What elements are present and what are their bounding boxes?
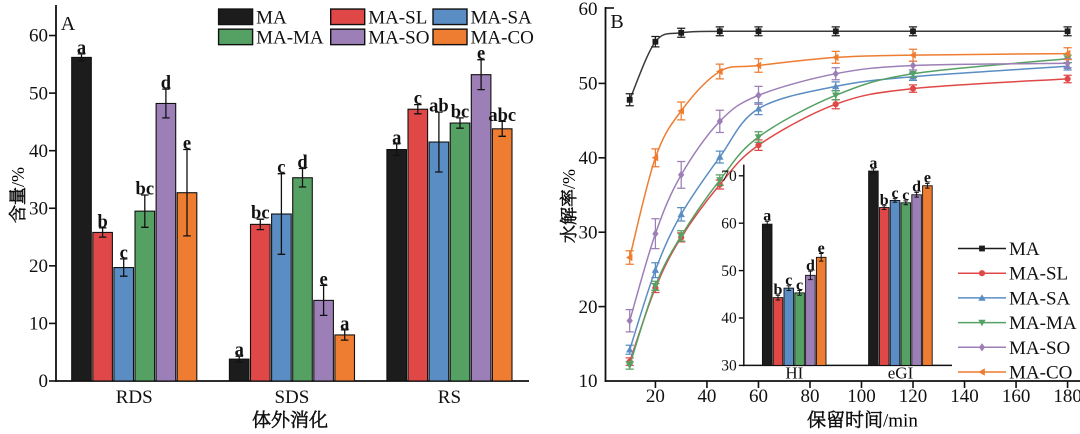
svg-text:RDS: RDS [116,387,153,408]
svg-text:40: 40 [579,148,598,169]
svg-text:/%: /% [8,167,28,187]
svg-text:70: 70 [721,168,737,185]
svg-text:c: c [785,272,792,289]
svg-text:MA-SL: MA-SL [1009,264,1068,285]
svg-text:bc: bc [251,204,270,224]
svg-text:d: d [161,74,172,94]
svg-text:MA: MA [256,7,287,28]
svg-text:RS: RS [438,387,461,408]
svg-text:d: d [297,153,308,173]
svg-text:a: a [235,341,244,361]
svg-text:MA-CO: MA-CO [1009,363,1072,384]
svg-text:e: e [183,134,191,154]
svg-text:60: 60 [721,215,737,232]
svg-text:c: c [902,187,909,204]
svg-text:c: c [796,277,803,294]
svg-text:MA-SO: MA-SO [1009,338,1070,359]
svg-text:10: 10 [579,371,598,392]
svg-text:c: c [277,158,285,178]
svg-text:50: 50 [579,74,598,95]
svg-text:e: e [924,170,931,187]
svg-text:20: 20 [646,386,665,407]
svg-text:a: a [77,38,86,58]
svg-text:d: d [806,257,815,274]
svg-text:abc: abc [488,106,516,126]
svg-text:B: B [610,11,623,33]
svg-text:a: a [763,208,771,225]
svg-text:d: d [912,179,921,196]
svg-text:MA-CO: MA-CO [471,27,534,48]
svg-text:MA-SO: MA-SO [368,27,429,48]
svg-text:b: b [880,192,889,209]
svg-text:30: 30 [29,199,48,220]
svg-text:40: 40 [29,141,48,162]
svg-text:a: a [392,128,401,148]
svg-text:MA-SL: MA-SL [368,7,427,28]
svg-text:120: 120 [899,386,928,407]
svg-text:80: 80 [801,386,820,407]
svg-text:20: 20 [29,256,48,277]
svg-text:a: a [340,314,349,334]
svg-text:b: b [774,282,783,299]
svg-text:bc: bc [136,180,155,200]
svg-text:100: 100 [847,386,876,407]
svg-text:MA: MA [1009,239,1040,260]
svg-text:e: e [477,44,485,64]
svg-text:a: a [869,155,877,172]
svg-text:20: 20 [579,297,598,318]
svg-text:30: 30 [579,222,598,243]
svg-text:b: b [97,212,107,232]
svg-text:/%: /% [559,169,579,189]
svg-text:180: 180 [1053,386,1080,407]
svg-text:e: e [818,240,825,257]
svg-text:60: 60 [579,0,598,20]
svg-text:40: 40 [697,386,716,407]
svg-text:HI: HI [785,364,803,383]
svg-text:50: 50 [29,83,48,104]
svg-text:160: 160 [1002,386,1031,407]
svg-text:MA-MA: MA-MA [1009,313,1077,334]
svg-text:60: 60 [29,26,48,47]
svg-text:10: 10 [29,314,48,335]
svg-text:/min: /min [883,411,918,432]
svg-text:eGI: eGI [888,364,914,383]
svg-text:bc: bc [451,102,470,122]
svg-text:40: 40 [721,310,737,327]
svg-text:ab: ab [429,97,449,117]
svg-text:A: A [61,13,76,35]
svg-text:MA-MA: MA-MA [256,27,324,48]
svg-text:c: c [414,89,422,109]
svg-text:50: 50 [721,263,737,280]
svg-text:SDS: SDS [274,387,309,408]
svg-text:e: e [319,270,327,290]
svg-text:c: c [891,185,898,202]
svg-text:c: c [120,243,128,263]
svg-text:140: 140 [950,386,979,407]
svg-text:0: 0 [39,371,49,392]
svg-text:MA-SA: MA-SA [1009,288,1071,309]
svg-text:60: 60 [749,386,768,407]
svg-text:MA-SA: MA-SA [471,7,533,28]
svg-text:30: 30 [721,358,737,375]
